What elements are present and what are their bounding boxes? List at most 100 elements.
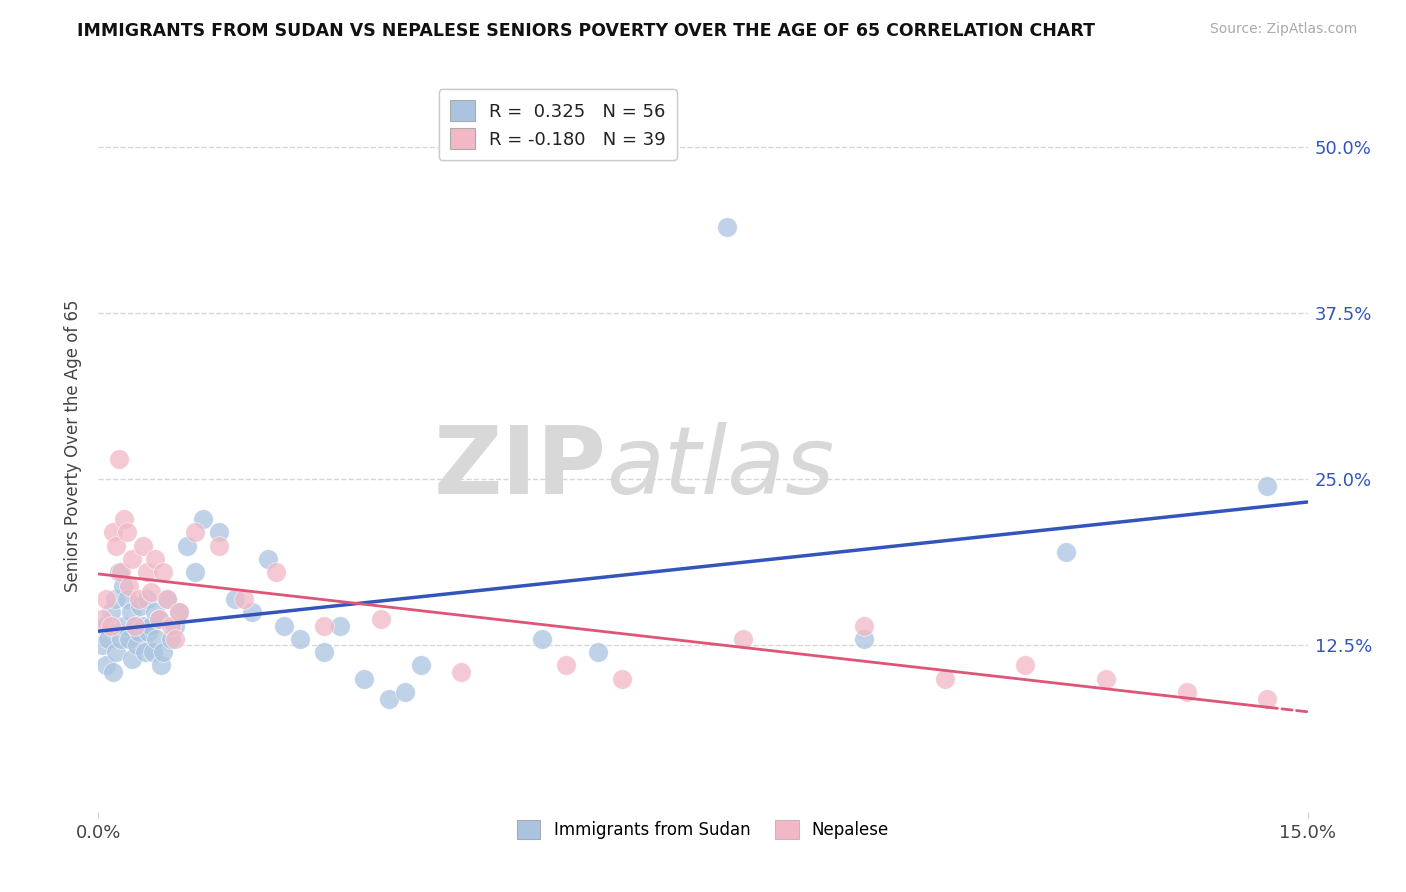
- Point: [530, 632, 553, 646]
- Point: [111, 579, 134, 593]
- Point: [240, 605, 263, 619]
- Point: [135, 566, 157, 580]
- Point: [156, 591, 179, 606]
- Point: [163, 632, 186, 646]
- Point: [160, 618, 183, 632]
- Point: [156, 591, 179, 606]
- Point: [107, 452, 129, 467]
- Point: [409, 658, 432, 673]
- Point: [91, 612, 114, 626]
- Point: [232, 591, 254, 606]
- Point: [124, 618, 146, 632]
- Point: [934, 672, 956, 686]
- Point: [264, 566, 287, 580]
- Point: [110, 632, 132, 646]
- Point: [105, 539, 128, 553]
- Point: [138, 625, 160, 640]
- Point: [115, 525, 138, 540]
- Point: [176, 539, 198, 553]
- Point: [394, 685, 416, 699]
- Point: [184, 566, 207, 580]
- Point: [110, 566, 132, 580]
- Point: [118, 632, 141, 646]
- Point: [450, 665, 472, 679]
- Point: [150, 658, 173, 673]
- Point: [107, 566, 129, 580]
- Point: [101, 525, 124, 540]
- Point: [142, 645, 165, 659]
- Point: [96, 591, 118, 606]
- Point: [733, 632, 755, 646]
- Point: [115, 591, 138, 606]
- Text: atlas: atlas: [606, 423, 835, 514]
- Point: [853, 618, 876, 632]
- Point: [1256, 479, 1278, 493]
- Point: [139, 618, 162, 632]
- Point: [135, 591, 157, 606]
- Point: [121, 552, 143, 566]
- Point: [105, 645, 128, 659]
- Point: [132, 618, 155, 632]
- Point: [1095, 672, 1118, 686]
- Point: [101, 665, 124, 679]
- Point: [100, 618, 122, 632]
- Point: [1256, 691, 1278, 706]
- Point: [143, 552, 166, 566]
- Point: [103, 591, 125, 606]
- Point: [716, 219, 738, 234]
- Point: [193, 512, 215, 526]
- Point: [208, 539, 231, 553]
- Point: [132, 539, 155, 553]
- Point: [163, 618, 186, 632]
- Point: [853, 632, 876, 646]
- Point: [256, 552, 278, 566]
- Point: [94, 618, 117, 632]
- Point: [586, 645, 609, 659]
- Point: [148, 612, 170, 626]
- Point: [145, 632, 167, 646]
- Y-axis label: Seniors Poverty Over the Age of 65: Seniors Poverty Over the Age of 65: [63, 300, 82, 592]
- Point: [120, 605, 142, 619]
- Point: [184, 525, 207, 540]
- Point: [167, 605, 190, 619]
- Text: IMMIGRANTS FROM SUDAN VS NEPALESE SENIORS POVERTY OVER THE AGE OF 65 CORRELATION: IMMIGRANTS FROM SUDAN VS NEPALESE SENIOR…: [77, 22, 1095, 40]
- Point: [1054, 545, 1077, 559]
- Point: [370, 612, 392, 626]
- Point: [152, 645, 174, 659]
- Point: [128, 625, 150, 640]
- Point: [612, 672, 634, 686]
- Point: [139, 585, 162, 599]
- Point: [288, 632, 311, 646]
- Text: ZIP: ZIP: [433, 422, 606, 514]
- Point: [329, 618, 352, 632]
- Text: Source: ZipAtlas.com: Source: ZipAtlas.com: [1209, 22, 1357, 37]
- Point: [167, 605, 190, 619]
- Point: [112, 618, 135, 632]
- Point: [1014, 658, 1036, 673]
- Point: [152, 566, 174, 580]
- Point: [91, 639, 114, 653]
- Point: [127, 639, 149, 653]
- Point: [314, 618, 336, 632]
- Point: [124, 618, 146, 632]
- Point: [353, 672, 375, 686]
- Point: [555, 658, 578, 673]
- Point: [208, 525, 231, 540]
- Point: [118, 579, 141, 593]
- Point: [273, 618, 295, 632]
- Point: [314, 645, 336, 659]
- Point: [160, 632, 183, 646]
- Point: [112, 512, 135, 526]
- Point: [97, 632, 120, 646]
- Point: [129, 599, 152, 613]
- Point: [143, 605, 166, 619]
- Point: [134, 645, 156, 659]
- Point: [100, 605, 122, 619]
- Point: [1175, 685, 1198, 699]
- Point: [377, 691, 399, 706]
- Point: [96, 658, 118, 673]
- Point: [224, 591, 246, 606]
- Point: [121, 652, 143, 666]
- Legend: Immigrants from Sudan, Nepalese: Immigrants from Sudan, Nepalese: [509, 812, 897, 847]
- Point: [128, 591, 150, 606]
